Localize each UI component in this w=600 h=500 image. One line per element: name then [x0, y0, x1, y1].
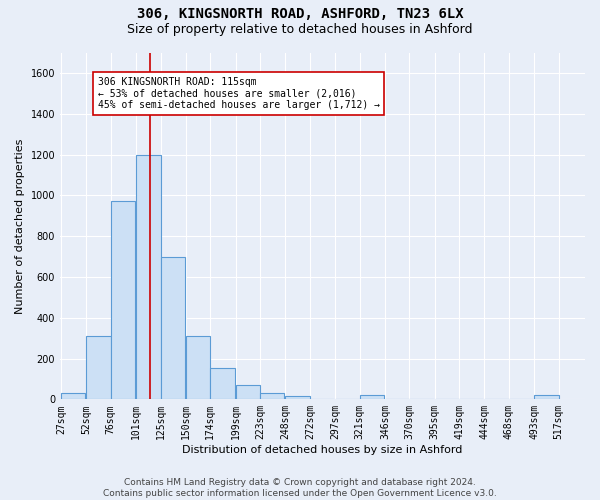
Bar — [534, 396, 559, 400]
Bar — [211, 368, 235, 400]
Bar — [111, 202, 135, 400]
Bar — [236, 385, 260, 400]
Bar — [186, 336, 211, 400]
Text: 306, KINGSNORTH ROAD, ASHFORD, TN23 6LX: 306, KINGSNORTH ROAD, ASHFORD, TN23 6LX — [137, 8, 463, 22]
X-axis label: Distribution of detached houses by size in Ashford: Distribution of detached houses by size … — [182, 445, 463, 455]
Text: 306 KINGSNORTH ROAD: 115sqm
← 53% of detached houses are smaller (2,016)
45% of : 306 KINGSNORTH ROAD: 115sqm ← 53% of det… — [98, 77, 380, 110]
Bar — [260, 393, 284, 400]
Bar — [136, 154, 161, 400]
Bar — [86, 336, 111, 400]
Bar — [61, 393, 85, 400]
Text: Size of property relative to detached houses in Ashford: Size of property relative to detached ho… — [127, 22, 473, 36]
Bar — [161, 256, 185, 400]
Y-axis label: Number of detached properties: Number of detached properties — [15, 138, 25, 314]
Bar — [286, 396, 310, 400]
Bar — [359, 396, 384, 400]
Text: Contains HM Land Registry data © Crown copyright and database right 2024.
Contai: Contains HM Land Registry data © Crown c… — [103, 478, 497, 498]
